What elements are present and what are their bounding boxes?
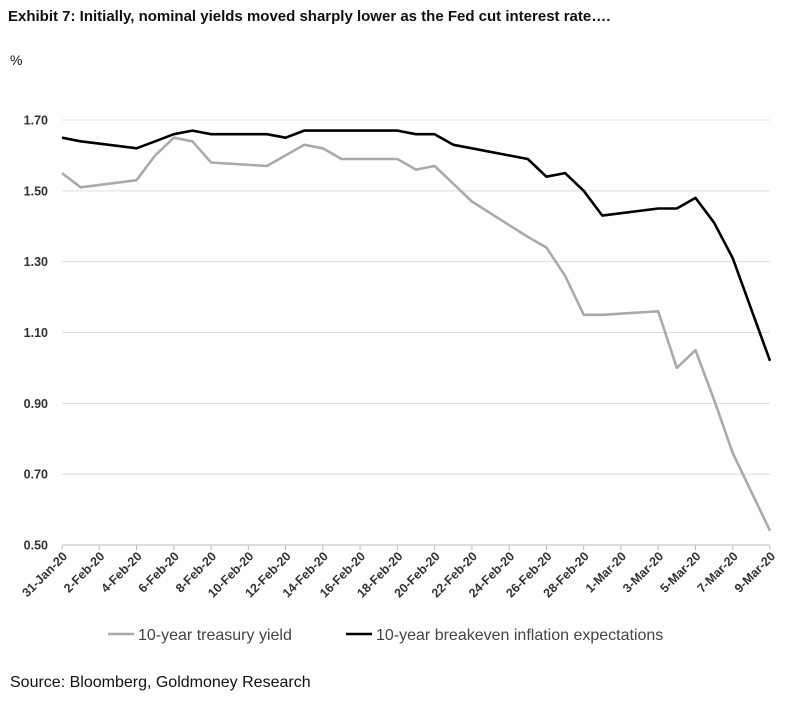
series-lines <box>61 129 772 532</box>
gridlines <box>62 119 770 546</box>
x-tick-label: 31-Jan-20 <box>19 549 70 600</box>
y-tick-label: 1.50 <box>24 184 48 198</box>
legend-label-breakeven: 10-year breakeven inflation expectations <box>376 627 663 644</box>
y-axis-ticks: 1.70 1.50 1.30 1.10 0.90 0.70 0.50 <box>24 114 48 553</box>
line-chart: 1.70 1.50 1.30 1.10 0.90 0.70 0.50 31-Jan-202-… <box>19 114 778 645</box>
y-tick-label: 1.10 <box>24 326 48 340</box>
legend-label-treasury: 10-year treasury yield <box>138 627 292 644</box>
x-tick-label: 9-Mar-20 <box>732 549 778 595</box>
x-axis-ticks: 31-Jan-202-Feb-204-Feb-206-Feb-208-Feb-2… <box>19 545 778 600</box>
series-line-breakeven-inflation <box>61 129 772 362</box>
legend: 10-year treasury yield 10-year breakeven… <box>108 627 663 644</box>
y-tick-label: 1.30 <box>24 255 48 269</box>
series-line-treasury-yield <box>61 136 772 532</box>
y-tick-label: 0.50 <box>24 539 48 553</box>
source-note: Source: Bloomberg, Goldmoney Research <box>10 674 311 691</box>
y-axis-unit-label: % <box>10 52 23 68</box>
chart-title: Exhibit 7: Initially, nominal yields mov… <box>8 8 611 25</box>
y-tick-label: 0.90 <box>24 397 48 411</box>
y-tick-label: 1.70 <box>24 114 48 128</box>
y-tick-label: 0.70 <box>24 468 48 482</box>
